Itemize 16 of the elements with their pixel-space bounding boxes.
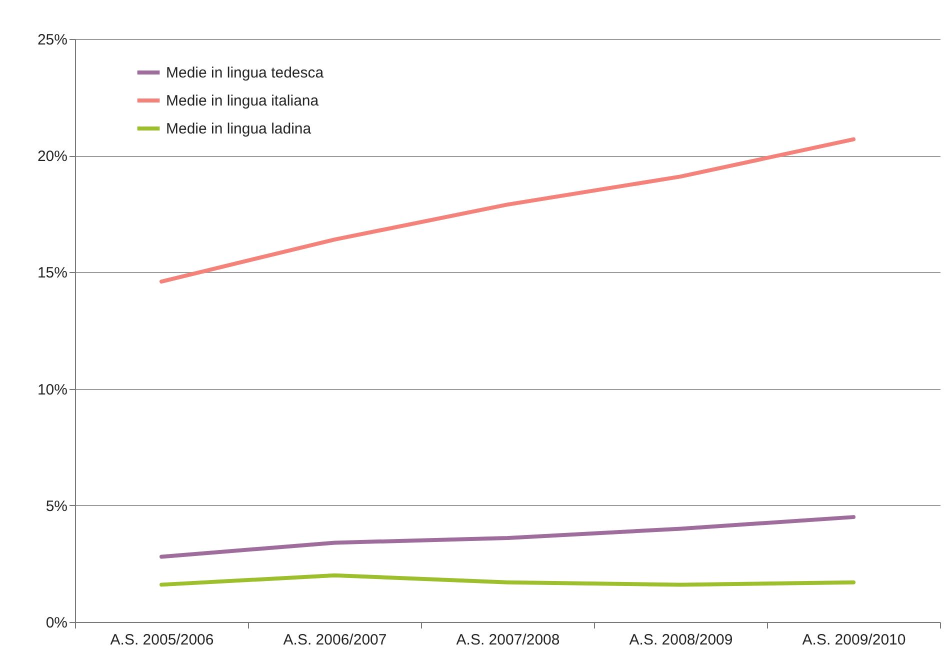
x-tick-label: A.S. 2008/2009 — [629, 632, 733, 648]
y-tick-label: 25% — [37, 32, 68, 48]
x-tick-label: A.S. 2005/2006 — [110, 632, 214, 648]
line-series — [160, 515, 856, 559]
y-tick-label: 0% — [46, 614, 68, 632]
legend-label: Medie in lingua ladina — [166, 120, 312, 138]
line-series — [160, 137, 856, 284]
legend-label: Medie in lingua tedesca — [166, 64, 324, 82]
legend-label: Medie in lingua italiana — [166, 92, 320, 110]
x-tick-label: A.S. 2006/2007 — [283, 632, 387, 648]
x-tick-label: A.S. 2007/2008 — [456, 632, 560, 648]
y-tick-label: 5% — [46, 498, 68, 515]
x-tick-label: A.S. 2009/2010 — [802, 632, 906, 648]
y-tick-label: 10% — [37, 381, 68, 398]
y-tick-label: 15% — [37, 264, 68, 282]
y-tick-label: 20% — [37, 148, 68, 166]
